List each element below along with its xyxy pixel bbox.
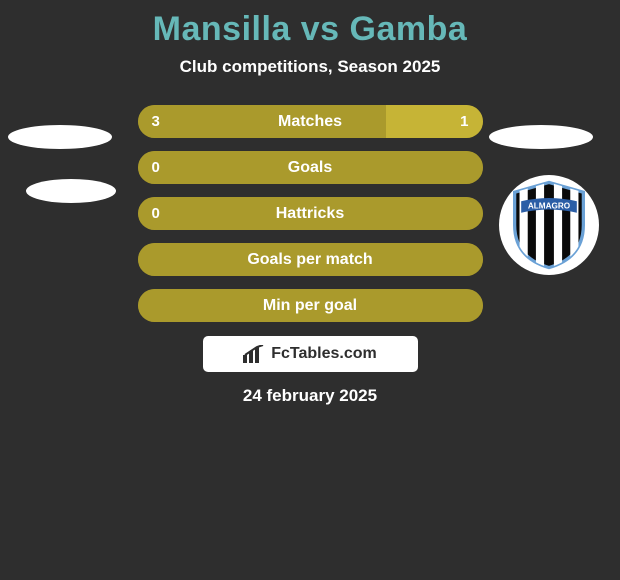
- stat-right-value: 1: [460, 105, 468, 138]
- stat-row: Goals0: [138, 151, 483, 184]
- stat-label: Min per goal: [138, 289, 483, 322]
- stat-row: Matches3 1: [138, 105, 483, 138]
- shield-icon: ALMAGRO: [507, 180, 591, 270]
- brand-text: FcTables.com: [271, 345, 377, 363]
- stat-row: Goals per match: [138, 243, 483, 276]
- stat-left-value: 0: [152, 151, 160, 184]
- stat-left-value: 3: [152, 105, 160, 138]
- stat-left-value: 0: [152, 197, 160, 230]
- footer: FcTables.com 24 february 2025: [0, 336, 620, 406]
- stat-row: Min per goal: [138, 289, 483, 322]
- stat-label: Hattricks: [138, 197, 483, 230]
- svg-text:ALMAGRO: ALMAGRO: [528, 202, 571, 211]
- team-badge-circle: ALMAGRO: [499, 175, 599, 275]
- stat-label: Goals per match: [138, 243, 483, 276]
- stat-label: Goals: [138, 151, 483, 184]
- stat-label: Matches: [138, 105, 483, 138]
- comparison-canvas: Mansilla vs Gamba Club competitions, Sea…: [0, 0, 620, 580]
- brand-chart-icon: [243, 345, 265, 363]
- page-title: Mansilla vs Gamba: [0, 0, 620, 49]
- stat-row: Hattricks0: [138, 197, 483, 230]
- decor-ellipse: [26, 179, 116, 203]
- date-text: 24 february 2025: [243, 386, 377, 406]
- decor-ellipse: [8, 125, 112, 149]
- brand-badge: FcTables.com: [203, 336, 418, 372]
- subtitle: Club competitions, Season 2025: [0, 57, 620, 77]
- decor-ellipse: [489, 125, 593, 149]
